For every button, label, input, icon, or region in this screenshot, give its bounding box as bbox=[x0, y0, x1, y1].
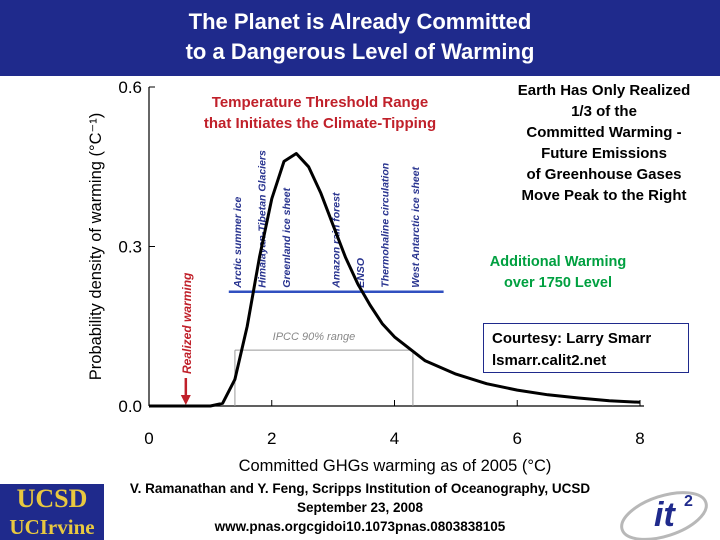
courtesy-box: Courtesy: Larry Smarr lsmarr.calit2.net bbox=[483, 323, 689, 373]
tipping-element-label: Arctic summer ice bbox=[232, 196, 244, 288]
it2-logo-swoosh bbox=[620, 491, 708, 540]
realized-note-line: Earth Has Only Realized bbox=[517, 82, 691, 99]
tipping-element-label: West Antarctic ice sheet bbox=[410, 166, 422, 287]
tipping-element-label: Thermohaline circulation bbox=[379, 163, 391, 288]
y-tick-label: 0.3 bbox=[118, 238, 142, 257]
realized-note-line: of Greenhouse Gases bbox=[526, 166, 682, 183]
tipping-element-label: Amazon rain forest bbox=[330, 192, 342, 289]
citation-line-1: V. Ramanathan and Y. Feng, Scripps Insti… bbox=[129, 481, 591, 496]
title-banner: The Planet is Already Committed to a Dan… bbox=[0, 0, 720, 76]
it2-logo: it 2 bbox=[620, 491, 708, 540]
ucsd-logo: UCSD bbox=[0, 484, 104, 514]
courtesy-line-1: Courtesy: Larry Smarr bbox=[492, 330, 652, 347]
realized-note-line: 1/3 of the bbox=[571, 103, 637, 120]
realized-note-line: Future Emissions bbox=[541, 145, 667, 162]
x-tick-label: 2 bbox=[267, 429, 276, 448]
x-tick-label: 4 bbox=[390, 429, 399, 448]
ipcc-range-label: IPCC 90% range bbox=[273, 331, 356, 343]
y-axis-label: Probability density of warming (°C⁻¹) bbox=[87, 113, 105, 380]
it2-logo-text: it bbox=[654, 496, 676, 534]
y-tick-label: 0.6 bbox=[118, 78, 142, 97]
threshold-note: Temperature Threshold Range that Initiat… bbox=[175, 92, 465, 134]
tipping-element-label: Greenland ice sheet bbox=[281, 187, 293, 287]
x-axis-label: Committed GHGs warming as of 2005 (°C) bbox=[239, 457, 552, 475]
courtesy-line-2: lsmarr.calit2.net bbox=[492, 352, 607, 369]
realized-warming-label: Realized warming bbox=[180, 272, 194, 374]
uci-logo: UCIrvine bbox=[0, 514, 104, 540]
tipping-element-label: ENSO bbox=[355, 258, 367, 288]
y-tick-label: 0.0 bbox=[118, 397, 142, 416]
realized-warming-arrow-head bbox=[180, 395, 191, 405]
title-line-2: to a Dangerous Level of Warming bbox=[185, 39, 535, 64]
additional-note-line-1: Additional Warming bbox=[489, 254, 627, 270]
citation-line-2: September 23, 2008 bbox=[296, 500, 424, 515]
x-tick-label: 6 bbox=[513, 429, 522, 448]
additional-note-line-2: over 1750 Level bbox=[503, 275, 613, 291]
threshold-note-line-2: that Initiates the Climate-Tipping bbox=[203, 115, 437, 132]
citation-line-3: www.pnas.orgcgidoi10.1073pnas.0803838105 bbox=[214, 519, 506, 534]
realized-note-line: Move Peak to the Right bbox=[521, 187, 687, 204]
probability-density-curve bbox=[149, 152, 641, 408]
x-tick-label: 0 bbox=[144, 429, 153, 448]
realized-note-line: Committed Warming - bbox=[526, 124, 682, 141]
threshold-note-line-1: Temperature Threshold Range bbox=[211, 94, 429, 111]
it2-logo-superscript: 2 bbox=[684, 493, 693, 510]
realized-note: Earth Has Only Realized 1/3 of the Commi… bbox=[495, 80, 713, 206]
x-tick-label: 8 bbox=[635, 429, 644, 448]
additional-warming-note: Additional Warming over 1750 Level bbox=[470, 252, 646, 294]
warming-probability-chart: 0.0 0.3 0.6 0 2 4 6 8 Committed GHGs warming as … bbox=[87, 78, 645, 475]
title-line-1: The Planet is Already Committed bbox=[188, 9, 532, 34]
